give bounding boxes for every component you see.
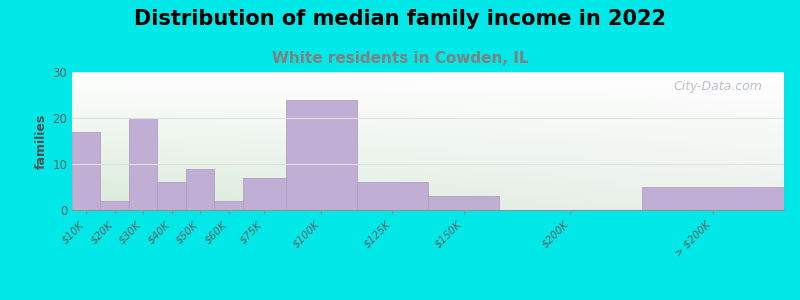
Y-axis label: families: families <box>35 113 48 169</box>
Bar <box>243 178 286 210</box>
Bar <box>101 201 129 210</box>
Bar <box>129 118 158 210</box>
Bar <box>214 201 243 210</box>
Bar <box>158 182 186 210</box>
Text: City-Data.com: City-Data.com <box>674 80 762 93</box>
Bar <box>72 132 101 210</box>
Bar <box>286 100 357 210</box>
Text: White residents in Cowden, IL: White residents in Cowden, IL <box>272 51 528 66</box>
Bar <box>357 182 428 210</box>
Text: Distribution of median family income in 2022: Distribution of median family income in … <box>134 9 666 29</box>
Bar <box>428 196 499 210</box>
Bar <box>186 169 214 210</box>
Bar <box>642 187 784 210</box>
